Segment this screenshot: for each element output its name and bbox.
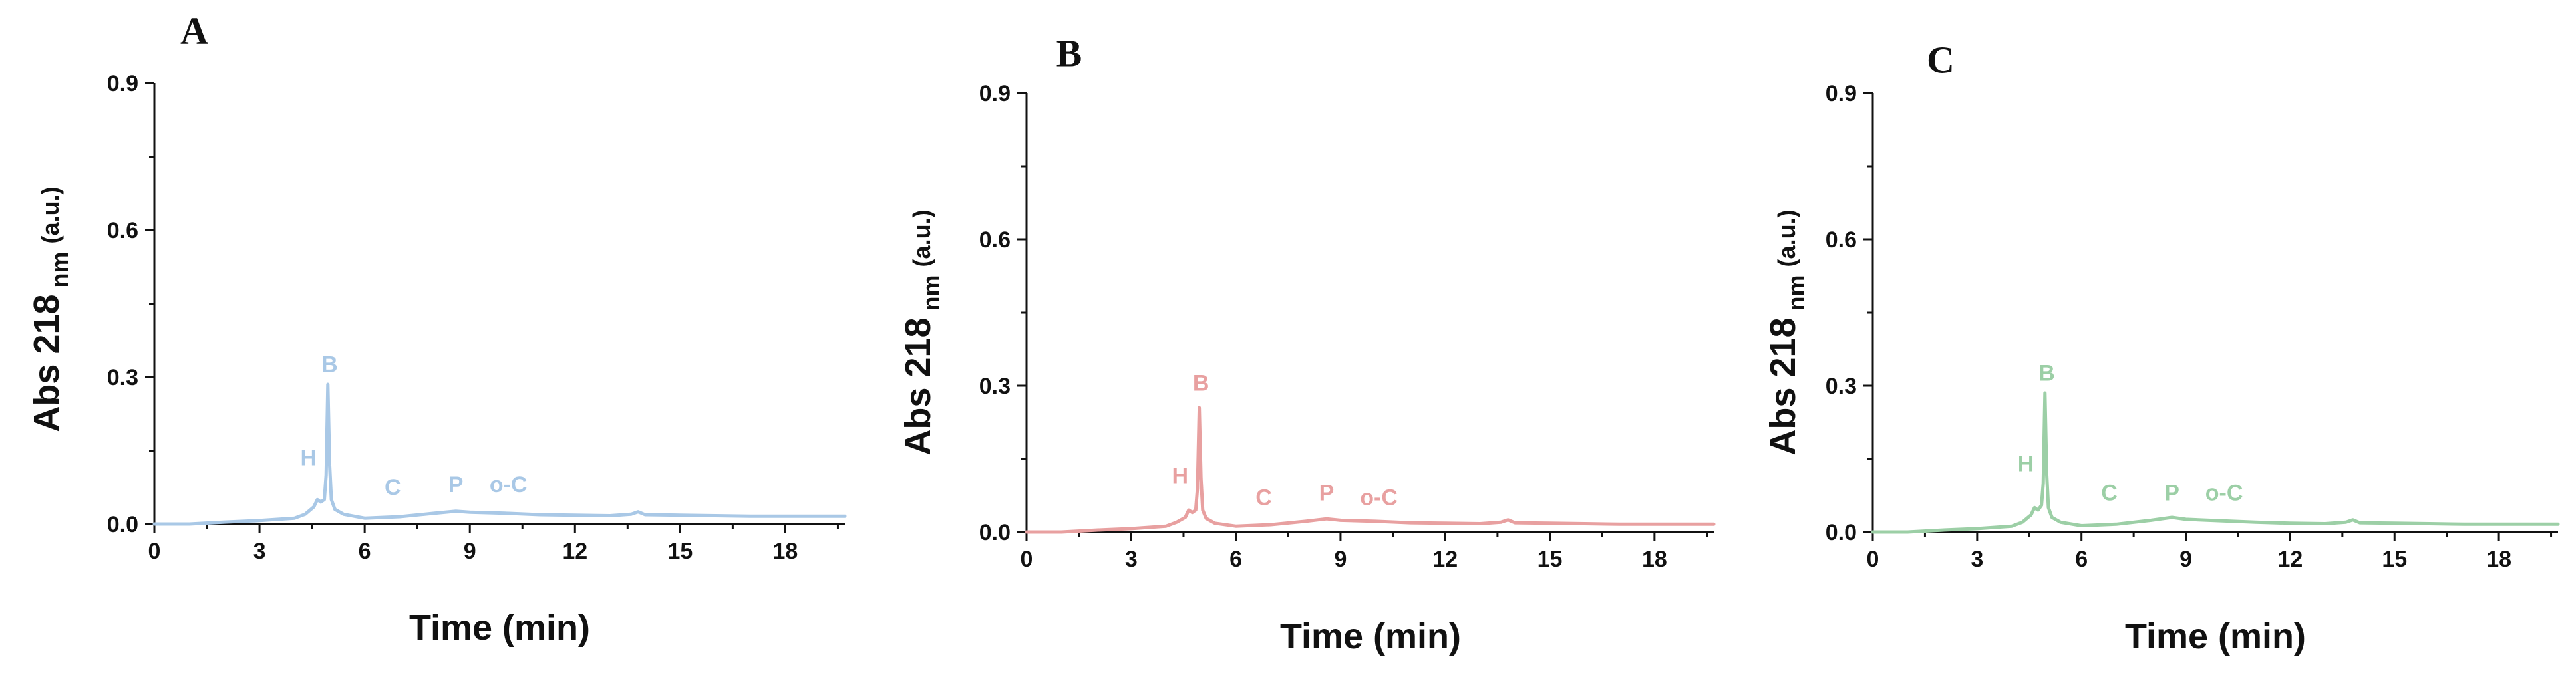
y-axis-title: Abs 218 nm (a.u.) [898, 209, 945, 455]
peak-label-h: H [1172, 464, 1188, 489]
peak-label-p: P [2164, 480, 2179, 505]
peak-label-h: H [2018, 451, 2034, 476]
x-tick-label: 3 [253, 539, 266, 564]
panel-label: A [180, 9, 208, 52]
x-tick-label: 9 [1334, 547, 1347, 572]
peak-label-o-c: o-C [490, 472, 528, 497]
peak-label-b: B [321, 352, 338, 378]
y-tick-label: 0.9 [1826, 81, 1857, 106]
x-axis-title: Time (min) [2125, 617, 2306, 656]
x-tick-label: 12 [1432, 547, 1458, 572]
y-axis-title: Abs 218 nm (a.u.) [27, 186, 73, 432]
x-tick-label: 18 [1642, 547, 1667, 572]
y-tick-label: 0.3 [1826, 374, 1857, 399]
peak-label-p: P [1319, 480, 1335, 505]
peak-label-h: H [301, 446, 317, 471]
x-tick-label: 0 [1867, 547, 1879, 572]
x-axis-title: Time (min) [1280, 617, 1461, 656]
chart-panel-a: A 0 3 6 9 12 15 18 0.0 0.3 0.6 0.9 Time (min) Abs 218… [27, 9, 847, 648]
x-tick-label: 18 [2486, 547, 2511, 572]
y-tick-label: 0.0 [1826, 520, 1857, 545]
x-tick-label: 15 [1537, 547, 1563, 572]
x-tick-label: 3 [1125, 547, 1138, 572]
y-tick-label: 0.3 [107, 365, 138, 390]
y-tick-label: 0.6 [979, 227, 1011, 253]
y-axis-title-subscript: nm [917, 275, 945, 311]
y-axis-title: Abs 218 nm (a.u.) [1763, 209, 1810, 455]
x-tick-label: 18 [773, 539, 798, 564]
y-tick-label: 0.9 [979, 81, 1011, 106]
x-tick-label: 12 [562, 539, 587, 564]
y-axis-title-main: Abs 218 [1763, 317, 1803, 455]
x-tick-label: 3 [1971, 547, 1983, 572]
x-tick-label: 0 [148, 539, 161, 564]
peak-label-b: B [1193, 370, 1209, 396]
peak-label-b: B [2038, 361, 2055, 386]
peak-label-o-c: o-C [1360, 485, 1398, 511]
y-tick-label: 0.6 [107, 218, 138, 243]
x-tick-label: 15 [667, 539, 693, 564]
y-tick-label: 0.3 [979, 374, 1011, 399]
y-axis-title-main: Abs 218 [27, 294, 67, 432]
panel-label: B [1056, 31, 1082, 74]
y-tick-label: 0.0 [107, 512, 138, 537]
peak-label-o-c: o-C [2205, 480, 2243, 505]
y-tick-label: 0.9 [107, 71, 138, 96]
x-tick-label: 6 [2075, 547, 2088, 572]
chromatogram-trace [1025, 406, 1716, 534]
y-axis-title-subscript: nm [46, 251, 73, 287]
peak-label-c: C [385, 475, 401, 500]
peak-label-c: C [1255, 485, 1272, 511]
y-tick-label: 0.6 [1826, 227, 1857, 253]
peak-label-p: P [448, 472, 464, 497]
y-axis-title-subscript: nm [1782, 275, 1810, 311]
chromatogram-trace [152, 382, 847, 526]
chart-panel-b: B 0 3 6 9 12 15 18 0.0 0.3 0.6 0.9 Time (min) Abs 218… [898, 31, 1716, 656]
chromatogram-trace [1871, 391, 2560, 534]
x-tick-label: 0 [1021, 547, 1033, 572]
x-tick-label: 6 [359, 539, 371, 564]
peak-label-c: C [2101, 480, 2118, 505]
y-axis-title-unit: (a.u.) [908, 209, 935, 267]
x-tick-label: 6 [1229, 547, 1242, 572]
y-axis-title-unit: (a.u.) [1773, 209, 1800, 267]
x-tick-label: 15 [2382, 547, 2407, 572]
y-tick-label: 0.0 [979, 520, 1011, 545]
y-axis-title-main: Abs 218 [898, 317, 938, 455]
x-tick-label: 9 [2179, 547, 2192, 572]
x-tick-label: 12 [2277, 547, 2303, 572]
x-tick-label: 9 [464, 539, 476, 564]
y-axis-title-unit: (a.u.) [37, 186, 64, 243]
panel-label: C [1927, 38, 1955, 81]
x-axis-title: Time (min) [409, 608, 590, 648]
chart-panel-c: C 0 3 6 9 12 15 18 0.0 0.3 0.6 0.9 Time (min) Abs 218… [1763, 38, 2560, 656]
